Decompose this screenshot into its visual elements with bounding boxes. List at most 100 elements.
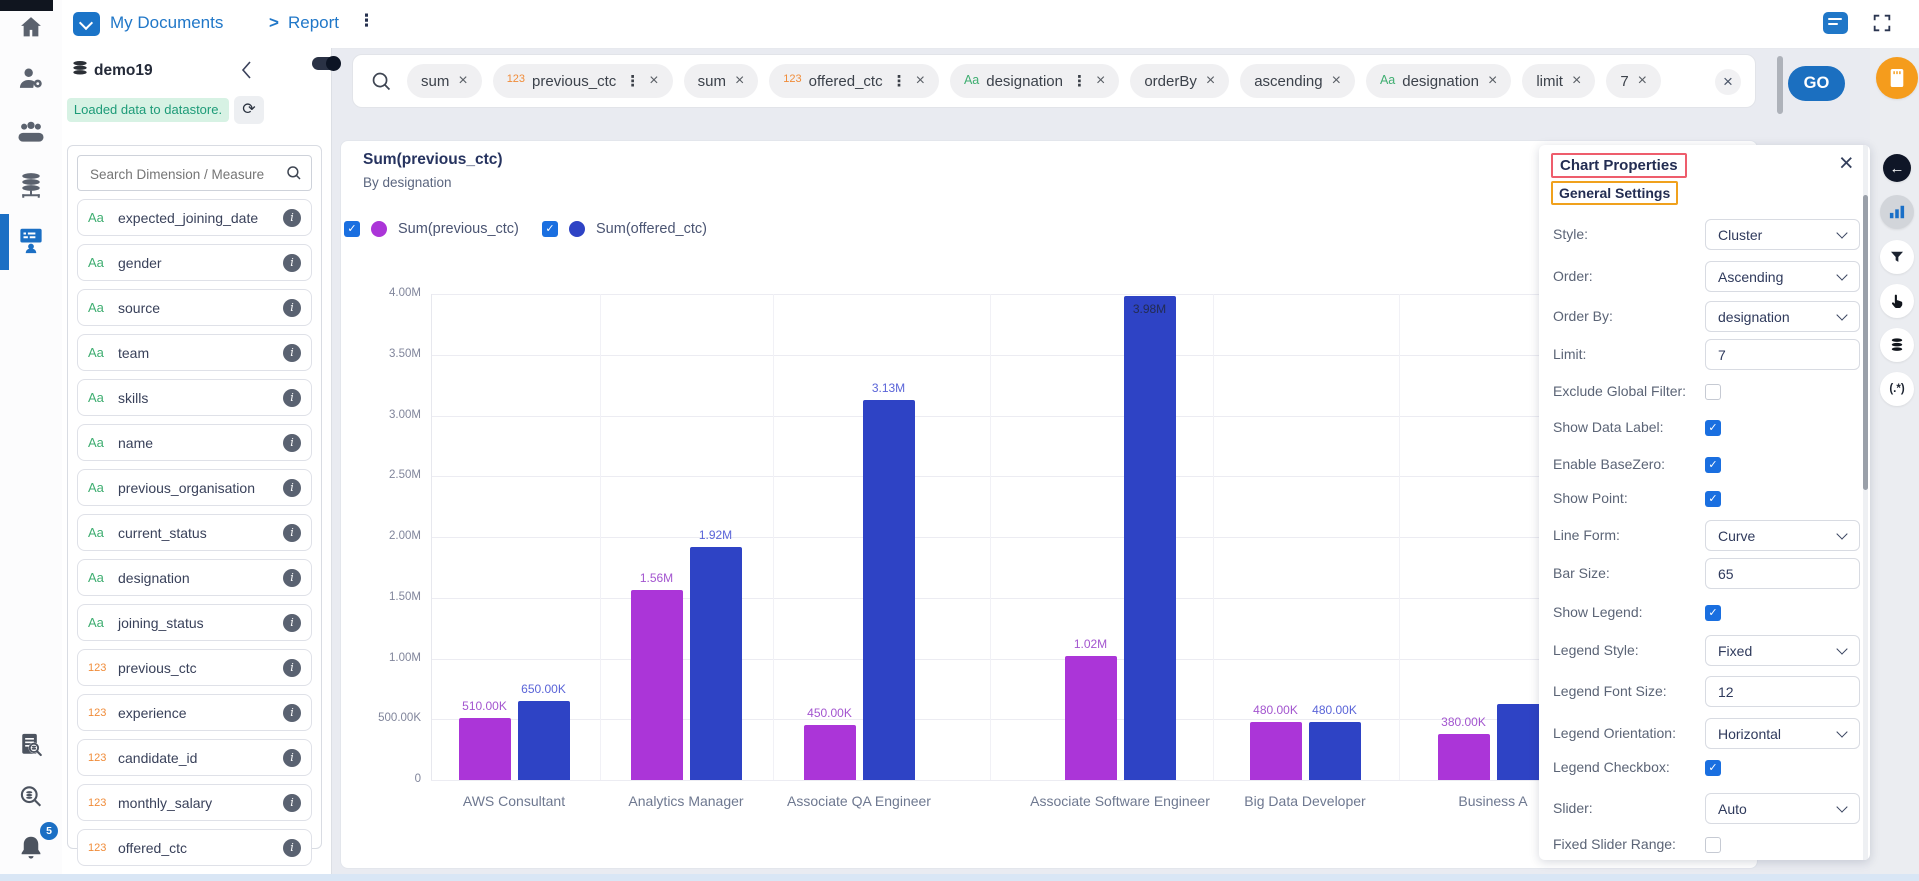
- legend-checkbox[interactable]: ✓: [344, 221, 360, 237]
- field-item-candidate-id[interactable]: 123 candidate_id i: [77, 739, 312, 776]
- field-item-source[interactable]: Aa source i: [77, 289, 312, 326]
- save-card-icon[interactable]: [1876, 57, 1918, 99]
- query-chip-designation[interactable]: Aa designation ×: [1365, 64, 1512, 98]
- query-bar-scrollbar[interactable]: [1777, 56, 1783, 114]
- bar-sum-offered-ctc-big-data-developer[interactable]: [1308, 721, 1361, 780]
- bar-sum-offered-ctc-aws-consultant[interactable]: [517, 701, 570, 780]
- field-item-previous-ctc[interactable]: 123 previous_ctc i: [77, 649, 312, 686]
- chart-view-icon[interactable]: [1880, 195, 1914, 229]
- datastore-icon[interactable]: [1880, 328, 1914, 362]
- info-icon[interactable]: i: [283, 343, 301, 362]
- prop-select-style[interactable]: Cluster: [1705, 219, 1860, 250]
- data-search-icon[interactable]: [0, 783, 62, 816]
- back-arrow-icon[interactable]: ←: [1883, 154, 1911, 182]
- field-item-expected-joining-date[interactable]: Aa expected_joining_date i: [77, 199, 312, 236]
- info-icon[interactable]: i: [283, 838, 301, 857]
- bar-sum-offered-ctc-associate-software-engineer[interactable]: [1123, 296, 1176, 780]
- users-group-icon[interactable]: [0, 116, 62, 151]
- field-item-skills[interactable]: Aa skills i: [77, 379, 312, 416]
- field-item-monthly-salary[interactable]: 123 monthly_salary i: [77, 784, 312, 821]
- prop-checkbox-show-data-label[interactable]: ✓: [1705, 420, 1721, 436]
- legend-checkbox[interactable]: ✓: [542, 221, 558, 237]
- info-icon[interactable]: i: [283, 388, 301, 407]
- prop-select-order-by[interactable]: designation: [1705, 301, 1860, 332]
- chip-remove-icon[interactable]: ×: [1637, 72, 1648, 89]
- field-item-designation[interactable]: Aa designation i: [77, 559, 312, 596]
- panel-scrollbar-thumb[interactable]: [1863, 195, 1868, 490]
- info-icon[interactable]: i: [283, 658, 301, 677]
- query-mode-toggle[interactable]: [312, 56, 341, 71]
- bar-sum-previous-ctc-associate-qa-engineer[interactable]: [803, 725, 856, 780]
- prop-checkbox-exclude-global-filter[interactable]: [1705, 384, 1721, 400]
- prop-checkbox-enable-basezero[interactable]: ✓: [1705, 457, 1721, 473]
- prop-select-legend-orientation[interactable]: Horizontal: [1705, 718, 1860, 749]
- field-item-offered-ctc[interactable]: 123 offered_ctc i: [77, 829, 312, 866]
- chip-remove-icon[interactable]: ×: [915, 72, 925, 89]
- pointer-hand-icon[interactable]: [1880, 284, 1914, 318]
- info-icon[interactable]: i: [283, 613, 301, 632]
- chip-remove-icon[interactable]: ×: [1331, 72, 1341, 89]
- chip-menu-icon[interactable]: ⋮: [1071, 73, 1087, 90]
- filter-funnel-icon[interactable]: [1880, 240, 1914, 274]
- bar-sum-previous-ctc-business-a[interactable]: [1437, 733, 1490, 780]
- query-chip-offered-ctc[interactable]: 123 offered_ctc ⋮ ×: [769, 64, 939, 98]
- bar-sum-offered-ctc-analytics-manager[interactable]: [689, 546, 742, 780]
- breadcrumb-report[interactable]: Report: [288, 13, 340, 32]
- query-chip-7[interactable]: 7 ×: [1606, 64, 1662, 98]
- refresh-icon[interactable]: ⟳: [234, 96, 264, 124]
- field-item-experience[interactable]: 123 experience i: [77, 694, 312, 731]
- breadcrumb-my-documents[interactable]: My Documents: [110, 13, 224, 32]
- chip-remove-icon[interactable]: ×: [1487, 72, 1498, 89]
- close-panel-icon[interactable]: ×: [1839, 149, 1854, 177]
- query-chip-orderby[interactable]: orderBy ×: [1130, 64, 1230, 98]
- user-settings-icon[interactable]: [0, 64, 62, 97]
- query-chip-sum[interactable]: sum ×: [407, 64, 482, 98]
- regex-icon[interactable]: (.*): [1880, 372, 1914, 406]
- home-icon[interactable]: [0, 13, 62, 46]
- prop-select-order[interactable]: Ascending: [1705, 261, 1860, 292]
- chip-remove-icon[interactable]: ×: [649, 72, 659, 89]
- prop-input-bar-size[interactable]: [1705, 558, 1860, 589]
- prop-checkbox-show-legend[interactable]: ✓: [1705, 605, 1721, 621]
- report-board-icon-active[interactable]: [0, 225, 62, 260]
- collapse-panel-icon[interactable]: [240, 60, 252, 85]
- chip-remove-icon[interactable]: ×: [1205, 72, 1216, 89]
- field-item-joining-status[interactable]: Aa joining_status i: [77, 604, 312, 641]
- query-chip-sum[interactable]: sum ×: [683, 64, 759, 98]
- database-server-icon[interactable]: [0, 170, 62, 205]
- chip-remove-icon[interactable]: ×: [458, 72, 468, 89]
- prop-input-legend-font-size[interactable]: [1705, 676, 1860, 707]
- chip-remove-icon[interactable]: ×: [734, 72, 745, 89]
- info-icon[interactable]: i: [283, 793, 301, 812]
- info-icon[interactable]: i: [283, 703, 301, 722]
- chip-remove-icon[interactable]: ×: [1571, 72, 1582, 89]
- prop-select-legend-style[interactable]: Fixed: [1705, 635, 1860, 666]
- info-icon[interactable]: i: [283, 523, 301, 542]
- chip-menu-icon[interactable]: ⋮: [891, 73, 907, 90]
- clear-query-icon[interactable]: ×: [1715, 69, 1741, 95]
- prop-checkbox-show-point[interactable]: ✓: [1705, 491, 1721, 507]
- chip-remove-icon[interactable]: ×: [1095, 72, 1106, 89]
- info-icon[interactable]: i: [283, 433, 301, 452]
- query-chip-designation[interactable]: Aa designation ⋮ ×: [949, 64, 1120, 98]
- chip-menu-icon[interactable]: ⋮: [625, 73, 641, 90]
- breadcrumb-kebab-menu-icon[interactable]: ⋮: [358, 11, 375, 30]
- field-item-gender[interactable]: Aa gender i: [77, 244, 312, 281]
- field-search-input[interactable]: [88, 157, 292, 191]
- bar-sum-previous-ctc-aws-consultant[interactable]: [458, 718, 511, 780]
- field-item-previous-organisation[interactable]: Aa previous_organisation i: [77, 469, 312, 506]
- query-chip-ascending[interactable]: ascending ×: [1240, 64, 1355, 98]
- go-button[interactable]: GO: [1788, 66, 1845, 101]
- field-item-team[interactable]: Aa team i: [77, 334, 312, 371]
- field-item-name[interactable]: Aa name i: [77, 424, 312, 461]
- info-icon[interactable]: i: [283, 748, 301, 767]
- query-chip-previous-ctc[interactable]: 123 previous_ctc ⋮ ×: [492, 64, 673, 98]
- log-search-icon[interactable]: [0, 731, 62, 764]
- info-icon[interactable]: i: [283, 298, 301, 317]
- prop-checkbox-legend-checkbox[interactable]: ✓: [1705, 760, 1721, 776]
- bar-sum-previous-ctc-big-data-developer[interactable]: [1249, 721, 1302, 780]
- folder-icon[interactable]: [73, 12, 100, 36]
- info-icon[interactable]: i: [283, 478, 301, 497]
- field-item-current-status[interactable]: Aa current_status i: [77, 514, 312, 551]
- info-icon[interactable]: i: [283, 208, 301, 227]
